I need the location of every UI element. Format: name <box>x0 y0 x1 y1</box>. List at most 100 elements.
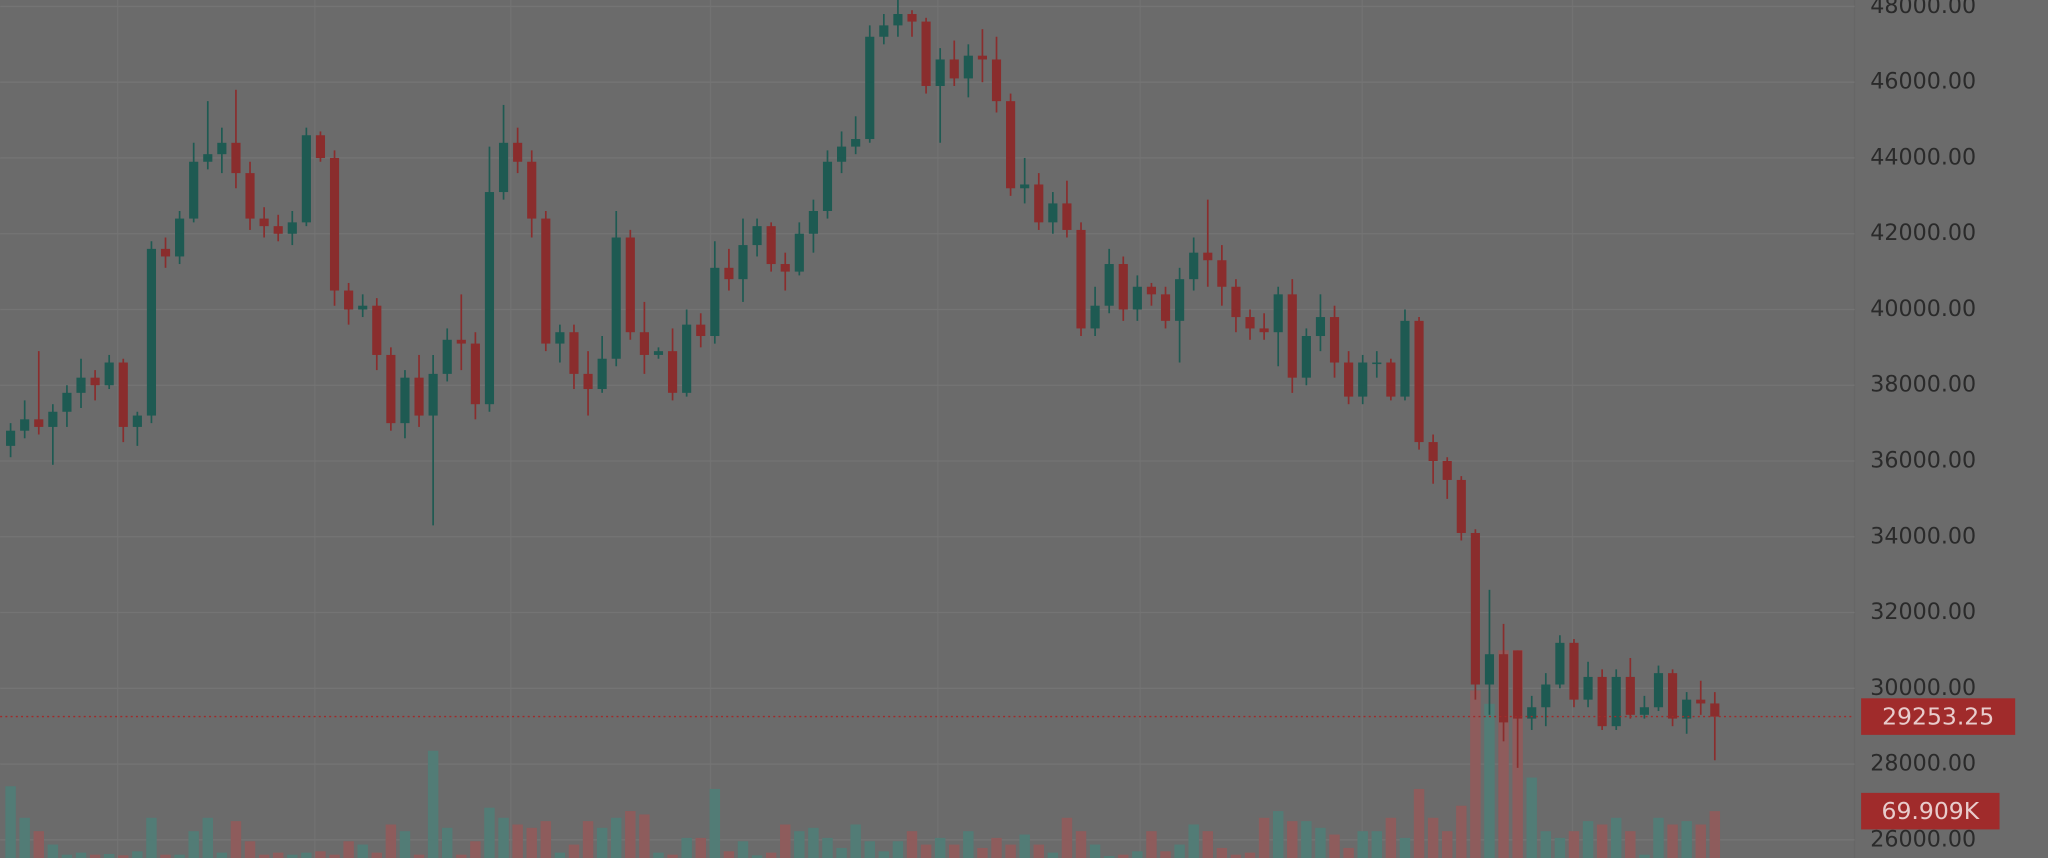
volume-bar <box>1146 831 1157 858</box>
candle-body <box>344 290 354 310</box>
volume-bar <box>301 852 312 858</box>
candle-body <box>794 233 804 272</box>
volume-bar <box>963 831 974 858</box>
candle-body <box>1344 362 1354 397</box>
volume-bar <box>582 821 594 858</box>
volume-bar <box>427 750 439 858</box>
candle-body <box>865 36 875 140</box>
candle-body <box>766 226 776 265</box>
candle-body <box>400 377 410 424</box>
volume-bar <box>1061 817 1073 858</box>
y-tick-label: 32000.00 <box>1870 599 1976 625</box>
volume-bar <box>1456 805 1467 858</box>
last-price-label: 29253.25 <box>1882 702 1994 730</box>
candle-body <box>808 210 818 234</box>
candle-body <box>724 267 734 280</box>
volume-bar <box>456 854 467 858</box>
volume-bar <box>1315 827 1326 858</box>
y-tick-label: 46000.00 <box>1870 69 1976 95</box>
volume-bar <box>1019 834 1030 858</box>
candle-body <box>1484 654 1495 685</box>
candle-body <box>6 430 16 446</box>
volume-bar <box>667 854 678 858</box>
volume-bar <box>949 844 960 858</box>
volume-bar <box>653 852 664 858</box>
candle-body <box>132 415 142 427</box>
candle-body <box>1470 532 1480 685</box>
volume-bar <box>272 852 284 858</box>
candle-body <box>231 142 241 174</box>
volume-bar <box>61 854 73 858</box>
candle-body <box>470 343 480 405</box>
candle-body <box>1710 703 1720 717</box>
volume-bar <box>441 827 453 858</box>
volume-bar <box>596 827 608 858</box>
volume-bar <box>33 831 44 858</box>
volume-bar <box>1625 831 1636 858</box>
volume-bar <box>1371 831 1383 858</box>
y-tick-label: 34000.00 <box>1870 523 1976 549</box>
y-tick-label: 44000.00 <box>1870 144 1976 170</box>
volume-bar <box>780 824 791 858</box>
candle-body <box>118 362 128 427</box>
candle-body <box>484 192 495 405</box>
volume-bar <box>822 837 833 858</box>
volume-bar <box>1033 844 1044 858</box>
volume-bar <box>1441 831 1453 858</box>
volume-bar <box>1329 834 1340 858</box>
volume-bar <box>413 854 425 858</box>
volume-bar <box>1188 824 1199 858</box>
volume-bar <box>906 831 918 858</box>
volume-bar <box>1174 844 1185 858</box>
volume-bar <box>681 837 692 858</box>
volume-bar <box>1709 811 1721 858</box>
volume-bar <box>1089 844 1101 858</box>
volume-bar <box>808 827 819 858</box>
candle-body <box>315 135 326 158</box>
candle-body <box>1442 461 1452 480</box>
y-tick-label: 26000.00 <box>1870 826 1976 852</box>
candle-body <box>1667 673 1678 719</box>
candle-body <box>1513 650 1523 719</box>
candle-body <box>837 146 847 162</box>
last-price-box <box>1861 698 2016 735</box>
volume-bar <box>1399 837 1411 858</box>
candle-body <box>1372 362 1382 365</box>
volume-bar <box>864 841 875 858</box>
volume-bar <box>1258 817 1270 858</box>
volume-bar <box>512 824 523 858</box>
candle-body <box>104 362 114 386</box>
volume-bar <box>1596 824 1608 858</box>
candle-body <box>1696 699 1706 704</box>
candles <box>6 0 1720 768</box>
volume-bar <box>160 854 171 858</box>
volume-bar <box>1611 817 1622 858</box>
volume-bar <box>1005 844 1016 858</box>
volume-bar <box>202 817 214 858</box>
candle-body <box>1597 676 1607 727</box>
candle-body <box>1020 184 1030 189</box>
volume-bar <box>934 837 946 858</box>
volume-bar <box>188 831 199 858</box>
last-volume-label: 69.909K <box>1881 797 1979 825</box>
candle-body <box>1569 642 1579 700</box>
candle-body <box>1527 707 1537 719</box>
candle-body <box>1104 264 1114 306</box>
candle-body <box>1118 264 1128 310</box>
volume-bar <box>1160 851 1171 858</box>
volume-bar <box>1385 817 1397 858</box>
candle-body <box>822 161 833 211</box>
candle-body <box>653 351 664 355</box>
volume-bar <box>723 851 735 858</box>
volume-bar <box>1343 847 1354 858</box>
candle-body <box>710 267 720 337</box>
candle-body <box>991 59 1002 102</box>
volume-bar <box>75 852 87 858</box>
y-tick-label: 40000.00 <box>1870 296 1976 322</box>
volume-bar <box>751 855 763 858</box>
candle-body <box>1456 479 1466 533</box>
candle-body <box>625 237 635 333</box>
candle-body <box>1132 286 1142 310</box>
volume-bar <box>1357 831 1368 858</box>
